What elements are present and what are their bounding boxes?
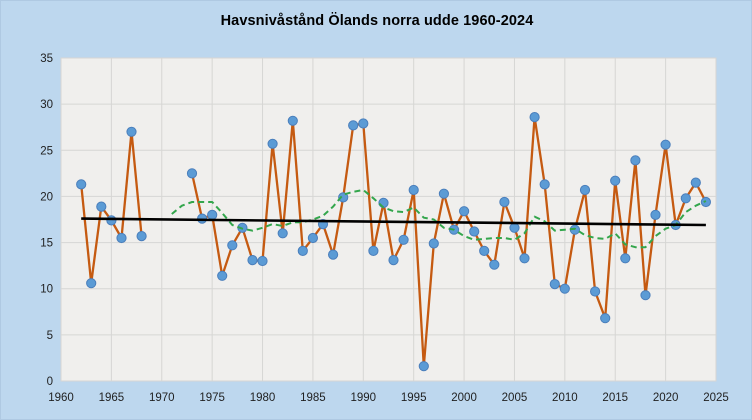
data-point-marker xyxy=(620,253,631,264)
trend-line xyxy=(81,217,706,227)
data-point-marker xyxy=(126,126,137,137)
x-axis-tick-label: 1965 xyxy=(99,392,125,404)
x-axis-tick-label: 2005 xyxy=(502,392,528,404)
data-point-marker xyxy=(307,232,318,244)
x-axis-tick-labels: 1960 1965 1970 1975 1980 1985 1990 1995 2000 2005… xyxy=(48,392,729,404)
data-point-marker xyxy=(217,270,228,281)
data-point-marker xyxy=(287,115,298,126)
data-point-marker xyxy=(358,118,369,129)
data-point-marker xyxy=(428,238,439,249)
observed-series-line xyxy=(190,115,707,368)
data-point-marker xyxy=(368,245,379,256)
data-point-marker xyxy=(106,215,117,226)
x-axis-tick-label: 2025 xyxy=(703,392,729,404)
data-point-marker xyxy=(96,201,107,212)
data-point-marker xyxy=(549,279,560,290)
data-point-marker xyxy=(388,255,399,266)
moving-average-line xyxy=(171,189,707,249)
data-point-markers xyxy=(76,112,712,372)
x-axis-tick-label: 2010 xyxy=(552,392,578,404)
y-axis-tick-label: 35 xyxy=(40,53,53,65)
data-point-marker xyxy=(86,278,97,289)
data-point-marker xyxy=(438,188,449,199)
x-axis-tick-label: 2020 xyxy=(653,392,679,404)
y-axis-tick-label: 10 xyxy=(40,284,53,296)
y-axis-tick-label: 30 xyxy=(40,99,53,111)
data-point-marker xyxy=(590,286,601,297)
data-point-marker xyxy=(479,245,490,256)
data-point-marker xyxy=(418,361,429,372)
y-axis-tick-label: 20 xyxy=(40,191,53,203)
x-axis-tick-label: 2000 xyxy=(451,392,477,404)
data-point-marker xyxy=(378,197,389,208)
data-point-marker xyxy=(459,206,470,217)
data-point-marker xyxy=(257,255,268,267)
data-point-marker xyxy=(559,283,570,294)
data-point-marker xyxy=(227,240,238,251)
data-point-marker xyxy=(600,313,611,324)
y-axis-tick-label: 0 xyxy=(47,376,53,388)
data-point-marker xyxy=(297,245,308,256)
x-axis-tick-label: 1975 xyxy=(199,392,225,404)
y-axis-tick-label: 25 xyxy=(40,145,53,157)
x-axis-tick-label: 1990 xyxy=(351,392,377,404)
x-axis-tick-label: 1985 xyxy=(300,392,326,404)
data-point-marker xyxy=(186,168,198,179)
data-point-marker xyxy=(499,196,510,208)
y-axis-tick-label: 15 xyxy=(40,238,53,250)
data-point-marker xyxy=(277,228,288,239)
data-point-marker xyxy=(680,193,691,204)
data-point-marker xyxy=(247,255,258,266)
data-point-marker xyxy=(338,192,349,203)
y-axis-tick-label: 5 xyxy=(47,330,53,342)
data-point-marker xyxy=(398,234,409,245)
data-point-marker xyxy=(519,253,530,264)
data-point-marker xyxy=(76,179,87,190)
data-point-marker xyxy=(509,222,520,233)
data-point-marker xyxy=(660,139,671,150)
data-point-marker xyxy=(136,231,147,242)
data-point-marker xyxy=(408,184,419,196)
data-point-marker xyxy=(348,120,359,131)
data-point-marker xyxy=(328,249,339,260)
data-point-marker xyxy=(489,259,500,270)
x-axis-tick-label: 1970 xyxy=(149,392,175,404)
data-point-marker xyxy=(579,184,591,196)
data-point-marker xyxy=(469,226,480,237)
data-point-marker xyxy=(267,138,278,149)
data-point-marker xyxy=(630,155,641,166)
data-point-marker xyxy=(650,209,661,220)
data-point-marker xyxy=(640,290,651,301)
x-axis-tick-label: 1980 xyxy=(250,392,276,404)
y-axis-tick-labels: 0 5 10 15 20 25 30 35 xyxy=(40,53,53,388)
x-axis-tick-label: 1995 xyxy=(401,392,427,404)
data-point-marker xyxy=(690,177,701,188)
data-point-marker xyxy=(207,209,218,220)
data-point-marker xyxy=(116,232,127,244)
chart-title: Havsnivåstånd Ölands norra udde 1960-202… xyxy=(220,13,534,29)
x-axis-tick-label: 1960 xyxy=(48,392,74,404)
data-point-marker xyxy=(610,175,621,186)
data-point-marker xyxy=(529,112,540,123)
data-point-marker xyxy=(539,179,550,190)
x-axis-tick-label: 2015 xyxy=(602,392,628,404)
